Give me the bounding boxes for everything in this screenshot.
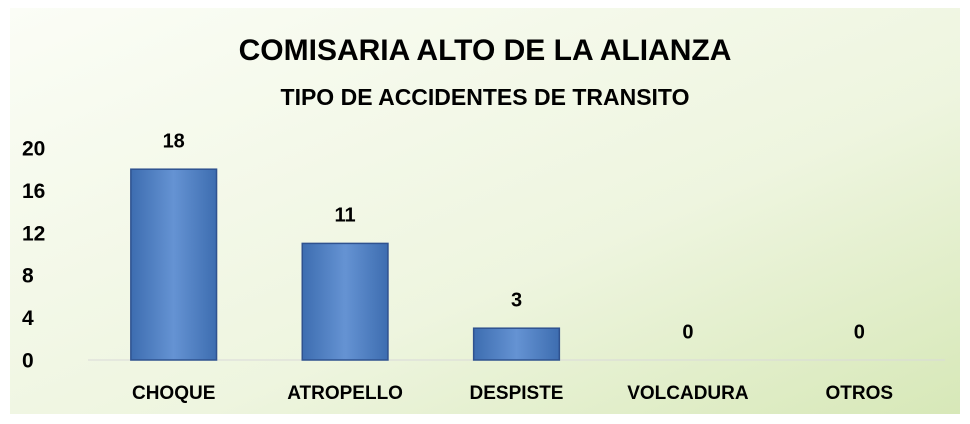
data-label: 0 <box>854 321 865 343</box>
x-tick-label: ATROPELLO <box>287 383 403 404</box>
bar <box>130 168 218 361</box>
y-tick-label: 0 <box>22 350 34 373</box>
y-tick-label: 16 <box>22 180 45 203</box>
y-tick-label: 12 <box>22 222 45 245</box>
x-tick-label: VOLCADURA <box>627 383 749 404</box>
y-tick-label: 4 <box>22 307 34 330</box>
chart-subtitle: TIPO DE ACCIDENTES DE TRANSITO <box>281 84 690 110</box>
x-tick-label: DESPISTE <box>470 383 564 404</box>
y-tick-label: 20 <box>22 138 45 161</box>
data-label: 11 <box>335 205 356 227</box>
x-tick-label: OTROS <box>826 383 894 404</box>
bar <box>472 327 561 361</box>
chart-title: COMISARIA ALTO DE LA ALIANZA <box>239 34 732 67</box>
data-label: 3 <box>511 289 522 311</box>
y-tick-label: 8 <box>22 265 34 288</box>
data-label: 18 <box>163 130 185 152</box>
data-label: 0 <box>682 321 693 343</box>
bar <box>301 242 389 361</box>
x-tick-label: CHOQUE <box>132 383 215 404</box>
